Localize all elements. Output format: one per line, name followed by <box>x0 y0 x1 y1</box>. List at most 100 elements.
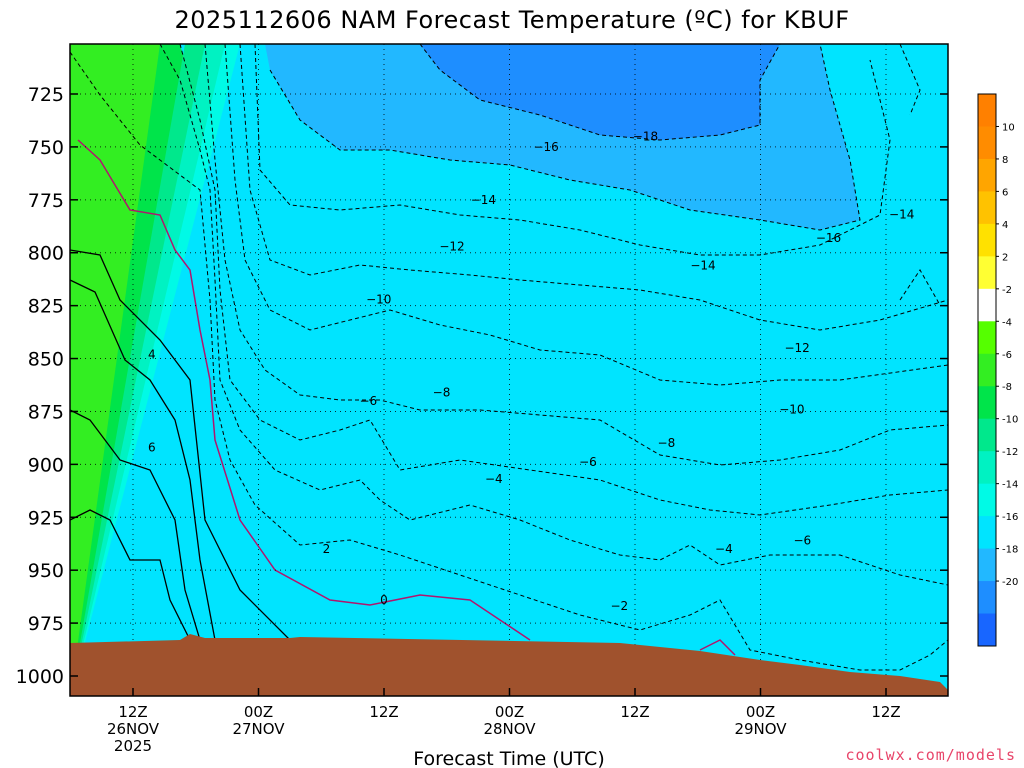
colorbar-swatch <box>978 516 996 550</box>
x-tick-label: 00Z <box>746 703 775 721</box>
colorbar-label: -6 <box>1002 350 1012 361</box>
contour-label: −8 <box>433 385 451 399</box>
x-tick-label: 27NOV <box>232 720 285 738</box>
contour-label: −14 <box>690 258 715 272</box>
credit-text: coolwx.com/models <box>845 746 1016 764</box>
contour-line-14 <box>419 44 781 141</box>
y-tick-label: 900 <box>28 454 64 476</box>
contour-line-4 <box>77 139 531 641</box>
contour-line-2 <box>70 279 216 641</box>
x-tick-label: 26NOV <box>107 720 160 738</box>
colorbar-label: 2 <box>1002 252 1008 263</box>
x-tick-label: 12Z <box>871 703 900 721</box>
x-tick-label: 2025 <box>114 737 152 755</box>
contour-label: −12 <box>439 239 464 253</box>
contour-label: −10 <box>779 402 804 416</box>
contour-line-7 <box>159 44 948 586</box>
colorbar-swatch <box>978 158 996 192</box>
colorbar-label: -16 <box>1002 512 1018 523</box>
grid-lines <box>70 44 948 696</box>
colorbar-swatch <box>978 548 996 582</box>
contour-label: −6 <box>359 394 377 408</box>
colorbar-swatch <box>978 288 996 322</box>
y-tick-label: 925 <box>28 507 64 529</box>
x-tick-label: 00Z <box>244 703 273 721</box>
y-tick-label: 825 <box>28 296 64 318</box>
contour-label: −6 <box>793 534 811 548</box>
y-tick-label: 875 <box>28 401 64 423</box>
contour-line-13 <box>269 44 861 231</box>
y-tick-label: 800 <box>28 243 64 265</box>
colorbar-label: -12 <box>1002 447 1018 458</box>
chart-title: 2025112606 NAM Forecast Temperature (ºC)… <box>175 6 850 34</box>
colorbar-swatch <box>978 386 996 420</box>
contour-label: −4 <box>485 472 503 486</box>
colorbar-swatch <box>978 483 996 517</box>
contour-label: −14 <box>889 208 914 222</box>
colorbar-swatch <box>978 321 996 355</box>
colorbar-swatch <box>978 418 996 452</box>
contour-line-9 <box>204 44 948 466</box>
contour-label: −16 <box>533 140 558 154</box>
contour-line-12 <box>254 44 891 256</box>
contour-line-11 <box>239 44 948 331</box>
contour-label: 2 <box>323 542 331 556</box>
colorbar-label: -14 <box>1002 480 1018 491</box>
contour-label: 0 <box>380 593 388 607</box>
colorbar-label: -10 <box>1002 415 1018 426</box>
colorbar-label: -2 <box>1002 285 1012 296</box>
colorbar-label: 8 <box>1002 155 1008 166</box>
y-tick-label: 1000 <box>16 666 64 688</box>
colorbar-frame <box>977 93 997 647</box>
colorbar-swatch <box>978 613 996 647</box>
contour-line-0 <box>70 409 201 641</box>
y-tick-label: 750 <box>28 137 64 159</box>
x-tick-label: 12Z <box>620 703 649 721</box>
colorbar-label: 10 <box>1002 122 1015 133</box>
colorbar-swatch <box>978 94 996 127</box>
x-tick-label: 00Z <box>495 703 524 721</box>
contour-label: −10 <box>366 292 391 306</box>
x-tick-label: 12Z <box>118 703 147 721</box>
terrain-ground <box>70 634 948 696</box>
fill-region-t-m18 <box>420 44 780 140</box>
contour-label: −12 <box>784 341 809 355</box>
terrain-fill <box>70 634 948 696</box>
colorbar-swatch <box>978 191 996 225</box>
contour-line-15 <box>899 44 921 116</box>
colorbar-swatch <box>978 581 996 615</box>
x-tick-label: 12Z <box>369 703 398 721</box>
colorbar-label: -18 <box>1002 545 1018 556</box>
colorbar-swatch <box>978 126 996 160</box>
contour-line-6 <box>70 51 948 671</box>
contour-line-10 <box>224 44 948 386</box>
contour-line-5 <box>699 639 736 656</box>
colorbar-label: -20 <box>1002 577 1018 588</box>
temperature-fills <box>70 44 948 696</box>
y-tick-label: 725 <box>28 84 64 106</box>
contour-line-1 <box>70 509 191 641</box>
colorbar-swatch <box>978 256 996 290</box>
colorbar-label: -8 <box>1002 382 1012 393</box>
y-axis: 725 750 775 800 825 850 875 900 925 950 975 1000 <box>16 84 948 688</box>
colorbar-swatch <box>978 451 996 485</box>
contour-label: −2 <box>610 599 628 613</box>
y-tick-label: 850 <box>28 349 64 371</box>
contour-label: −14 <box>471 193 496 207</box>
contour-label: 4 <box>148 347 156 361</box>
x-tick-label: 29NOV <box>734 720 787 738</box>
x-axis-label: Forecast Time (UTC) <box>413 748 604 768</box>
y-tick-label: 950 <box>28 560 64 582</box>
colorbar-swatch <box>978 353 996 387</box>
contour-label: −18 <box>633 129 658 143</box>
contour-label: −4 <box>715 542 733 556</box>
y-tick-label: 975 <box>28 613 64 635</box>
contour-label: −6 <box>579 455 597 469</box>
contour-line-3 <box>70 249 291 641</box>
colorbar-label: -4 <box>1002 317 1012 328</box>
colorbar-swatch <box>978 223 996 257</box>
colorbar-label: 6 <box>1002 187 1008 198</box>
y-tick-label: 775 <box>28 190 64 212</box>
contour-label: −8 <box>658 436 676 450</box>
